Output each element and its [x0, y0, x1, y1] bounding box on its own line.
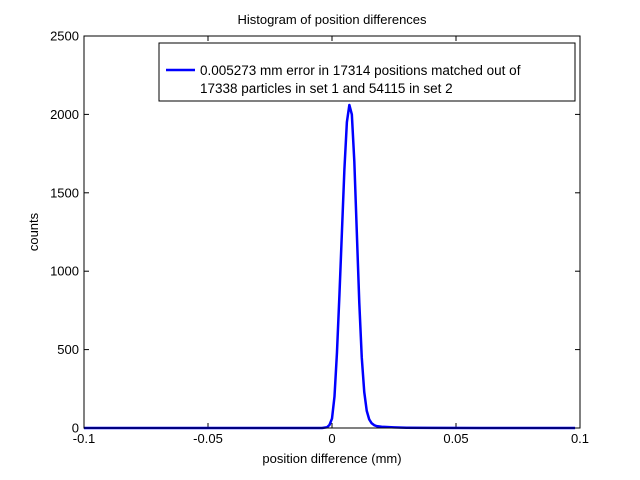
series-layer [84, 103, 576, 430]
y-tick-label: 500 [57, 342, 79, 357]
series-line-0 [84, 103, 576, 430]
legend-label-line-1: 0.005273 mm error in 17314 positions mat… [200, 63, 521, 78]
legend: 0.005273 mm error in 17314 positions mat… [158, 42, 576, 102]
y-tick-label: 1000 [50, 264, 79, 279]
ticks-layer: -0.1 -0.05 0 0.05 0.1 0 500 1000 1500 2000 2500 [50, 29, 589, 447]
x-axis-label: position difference (mm) [262, 451, 401, 466]
y-tick-label: 2500 [50, 29, 79, 44]
x-tick-label: 0.05 [443, 431, 468, 446]
legend-label-line-2: 17338 particles in set 1 and 54115 in se… [200, 81, 453, 96]
legend-box [158, 42, 576, 102]
plot-frame [83, 35, 581, 429]
x-tick-label: -0.05 [193, 431, 223, 446]
x-tick-label: 0 [328, 431, 335, 446]
chart-title: Histogram of position differences [237, 12, 427, 27]
y-axis-label: counts [26, 212, 41, 251]
x-tick-label: -0.1 [73, 431, 95, 446]
y-tick-label: 0 [72, 421, 79, 436]
y-tick-label: 2000 [50, 107, 79, 122]
y-tick-label: 1500 [50, 185, 79, 200]
x-tick-label: 0.1 [571, 431, 589, 446]
